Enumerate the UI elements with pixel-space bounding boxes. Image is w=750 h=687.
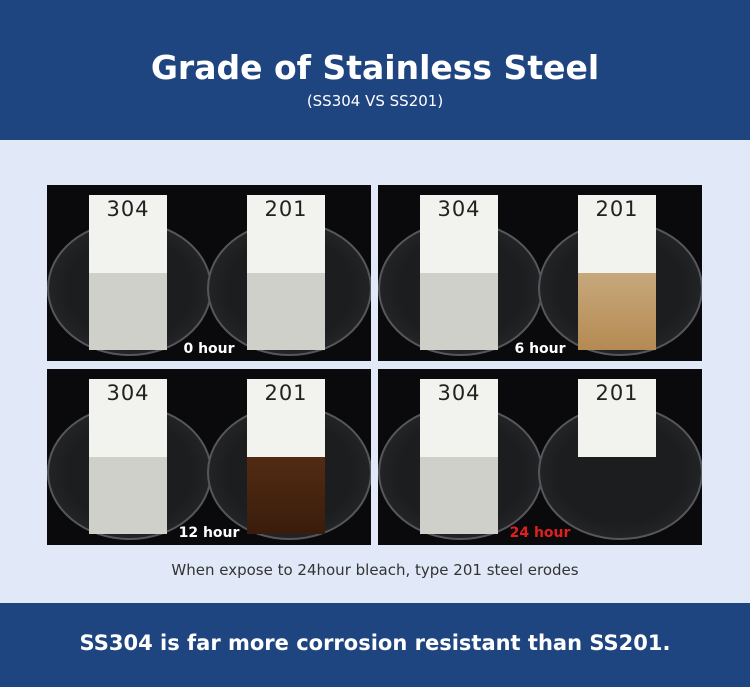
time-label: 24 hour bbox=[509, 525, 571, 541]
steel-strip-304: 304 bbox=[420, 195, 498, 350]
photo-panel: 304 201 6 hour bbox=[378, 185, 702, 361]
photo-panel: 304 201 0 hour bbox=[47, 185, 371, 361]
caption: When expose to 24hour bleach, type 201 s… bbox=[171, 561, 579, 579]
steel-strip-304: 304 bbox=[89, 379, 167, 534]
header-banner: Grade of Stainless Steel (SS304 VS SS201… bbox=[0, 0, 750, 140]
time-label: 12 hour bbox=[178, 525, 240, 541]
photo-panel: 304 201 12 hour bbox=[47, 369, 371, 545]
strip-label: 304 bbox=[437, 381, 481, 405]
steel-strip-201: 201 bbox=[247, 379, 325, 534]
page-subtitle: (SS304 VS SS201) bbox=[306, 92, 444, 110]
steel-strip-201: 201 bbox=[247, 195, 325, 350]
photo-panel: 304 201 24 hour bbox=[378, 369, 702, 545]
page-title: Grade of Stainless Steel bbox=[150, 48, 600, 87]
steel-strip-201: 201 bbox=[578, 195, 656, 350]
strip-label: 201 bbox=[595, 381, 639, 405]
steel-strip-304: 304 bbox=[89, 195, 167, 350]
strip-label: 304 bbox=[437, 197, 481, 221]
strip-label: 304 bbox=[106, 381, 150, 405]
footer-banner: SS304 is far more corrosion resistant th… bbox=[0, 603, 750, 687]
strip-label: 304 bbox=[106, 197, 150, 221]
steel-strip-304: 304 bbox=[420, 379, 498, 534]
time-label: 0 hour bbox=[183, 341, 235, 357]
strip-label: 201 bbox=[264, 197, 308, 221]
strip-label: 201 bbox=[595, 197, 639, 221]
time-label: 6 hour bbox=[514, 341, 566, 357]
steel-strip-201: 201 bbox=[578, 379, 656, 459]
strip-label: 201 bbox=[264, 381, 308, 405]
